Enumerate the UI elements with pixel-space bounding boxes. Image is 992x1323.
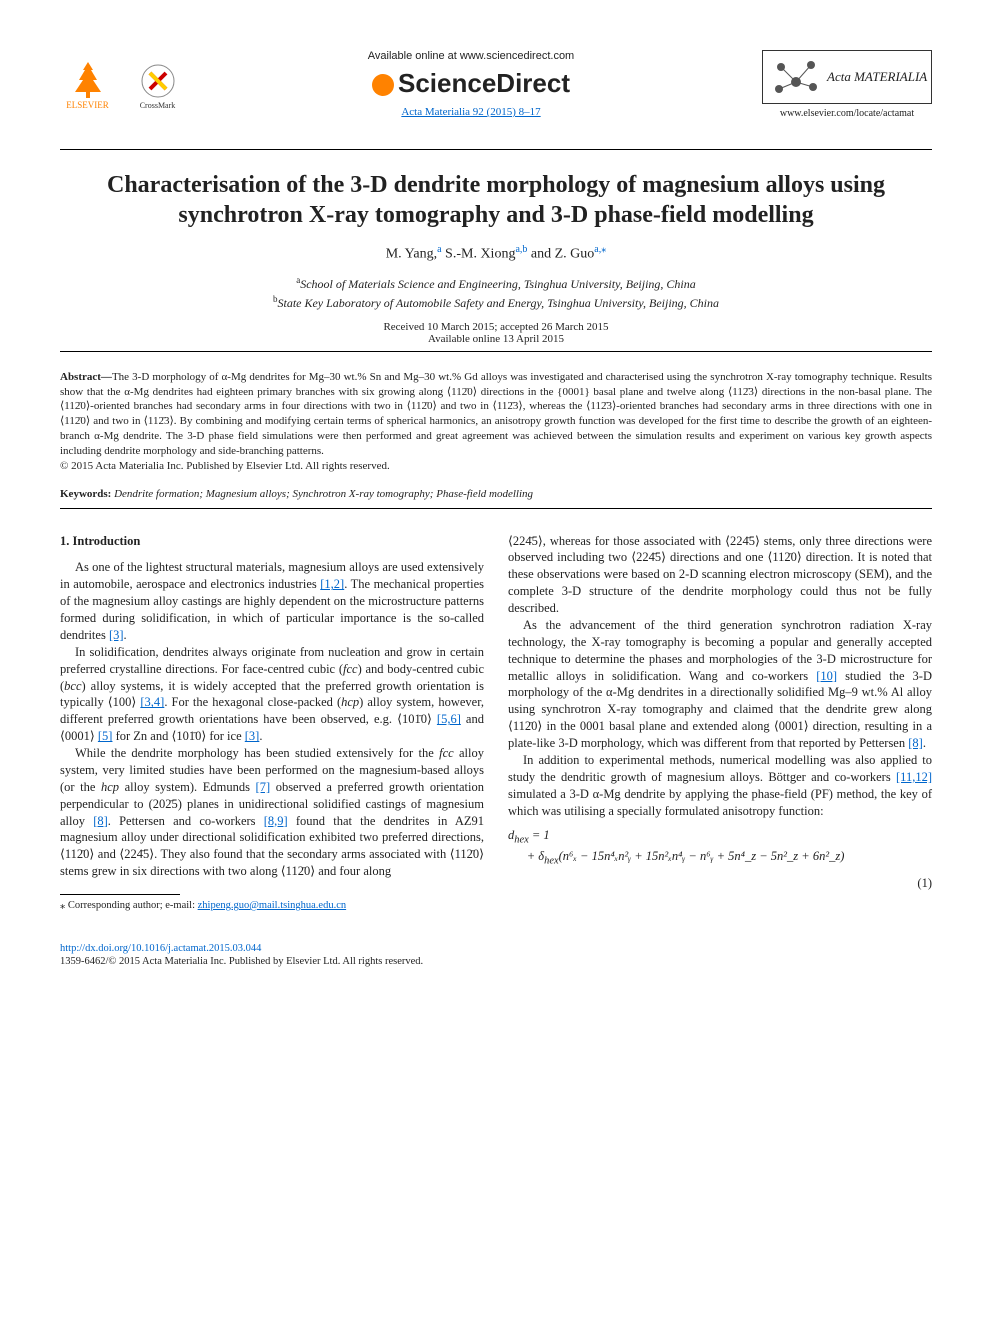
equation-1: dhex = 1 + δhex(n⁶ₓ − 15n⁴ₓn²ᵧ + 15n²ₓn⁴… — [508, 827, 932, 891]
doi-link[interactable]: http://dx.doi.org/10.1016/j.actamat.2015… — [60, 943, 932, 954]
elsevier-logo: ELSEVIER — [60, 50, 115, 110]
header-left: ELSEVIER CrossMark — [60, 50, 180, 110]
cite-5[interactable]: [5] — [98, 729, 113, 743]
cite-7[interactable]: [7] — [256, 780, 271, 794]
corresponding-star[interactable]: ⁎ — [601, 244, 606, 255]
cite-11-12[interactable]: [11,12] — [896, 770, 932, 784]
keywords-list: Dendrite formation; Magnesium alloys; Sy… — [111, 488, 533, 500]
footnote-text: Corresponding author; e-mail: — [65, 900, 197, 911]
cite-8[interactable]: [8] — [93, 814, 108, 828]
abstract-label: Abstract— — [60, 371, 112, 383]
crossmark-icon — [140, 63, 176, 99]
rule-mid-2 — [60, 508, 932, 509]
header-center: Available online at www.sciencedirect.co… — [180, 50, 762, 119]
affiliation-a: aSchool of Materials Science and Enginee… — [60, 275, 932, 292]
cite-3-4[interactable]: [3,4] — [140, 695, 164, 709]
sd-label: ScienceDirect — [398, 68, 570, 98]
footnote-rule — [60, 894, 180, 895]
corresponding-footnote: ⁎ Corresponding author; e-mail: zhipeng.… — [60, 899, 484, 913]
available-online: Available online at www.sciencedirect.co… — [190, 50, 752, 62]
affiliation-b: bState Key Laboratory of Automobile Safe… — [60, 294, 932, 311]
right-column: ⟨224̄5⟩, whereas for those associated wi… — [508, 533, 932, 914]
citation-link[interactable]: Acta Materialia 92 (2015) 8–17 — [401, 106, 540, 118]
elsevier-tree-icon — [63, 60, 113, 100]
dates-line2: Available online 13 April 2015 — [60, 333, 932, 345]
author-1-affil[interactable]: a — [437, 244, 441, 255]
cite-1-2[interactable]: [1,2] — [320, 577, 344, 591]
cite-8b[interactable]: [8] — [908, 736, 923, 750]
intro-p2: In solidification, dendrites always orig… — [60, 644, 484, 745]
sciencedirect-logo[interactable]: ScienceDirect — [190, 68, 752, 99]
sd-sphere-icon — [372, 74, 394, 96]
cite-3b[interactable]: [3] — [245, 729, 260, 743]
affil-b-text: State Key Laboratory of Automobile Safet… — [277, 296, 719, 310]
abstract-body: The 3-D morphology of α-Mg dendrites for… — [60, 371, 932, 457]
cite-10[interactable]: [10] — [816, 669, 837, 683]
corresponding-email[interactable]: zhipeng.guo@mail.tsinghua.edu.cn — [198, 900, 346, 911]
rule-mid-1 — [60, 351, 932, 352]
journal-header: ELSEVIER CrossMark Available online at w… — [60, 50, 932, 119]
equation-number: (1) — [508, 875, 932, 892]
cite-8-9[interactable]: [8,9] — [264, 814, 288, 828]
article-dates: Received 10 March 2015; accepted 26 Marc… — [60, 321, 932, 345]
elsevier-label: ELSEVIER — [66, 100, 109, 110]
journal-url: www.elsevier.com/locate/actamat — [762, 108, 932, 119]
keywords: Keywords: Dendrite formation; Magnesium … — [60, 488, 932, 500]
doi-text[interactable]: http://dx.doi.org/10.1016/j.actamat.2015… — [60, 943, 261, 954]
journal-cover: Acta MATERIALIA — [762, 50, 932, 104]
header-right: Acta MATERIALIA www.elsevier.com/locate/… — [762, 50, 932, 119]
journal-name: Acta MATERIALIA — [827, 69, 927, 85]
crossmark-label: CrossMark — [135, 101, 180, 110]
right-p3: In addition to experimental methods, num… — [508, 752, 932, 820]
abstract-copyright: © 2015 Acta Materialia Inc. Published by… — [60, 460, 390, 472]
affil-a-text: School of Materials Science and Engineer… — [300, 277, 696, 291]
cite-3[interactable]: [3] — [109, 628, 124, 642]
author-3: and Z. Guo — [531, 247, 594, 262]
right-p1: ⟨224̄5⟩, whereas for those associated wi… — [508, 533, 932, 617]
cite-5-6[interactable]: [5,6] — [437, 712, 461, 726]
rule-top — [60, 149, 932, 150]
footer-copyright: 1359-6462/© 2015 Acta Materialia Inc. Pu… — [60, 956, 932, 967]
body-columns: 1. Introduction As one of the lightest s… — [60, 533, 932, 914]
crossmark-logo[interactable]: CrossMark — [135, 63, 180, 110]
article-title: Characterisation of the 3-D dendrite mor… — [60, 170, 932, 230]
intro-p1: As one of the lightest structural materi… — [60, 559, 484, 643]
section-heading-intro: 1. Introduction — [60, 533, 484, 550]
abstract: Abstract—The 3-D morphology of α-Mg dend… — [60, 370, 932, 474]
dates-line1: Received 10 March 2015; accepted 26 Marc… — [60, 321, 932, 333]
author-2-affil[interactable]: a,b — [515, 244, 527, 255]
author-1: M. Yang, — [386, 247, 437, 262]
acta-network-icon — [771, 57, 821, 97]
left-column: 1. Introduction As one of the lightest s… — [60, 533, 484, 914]
author-2: S.-M. Xiong — [445, 247, 515, 262]
keywords-label: Keywords: — [60, 488, 111, 500]
intro-p3: While the dendrite morphology has been s… — [60, 745, 484, 880]
right-p2: As the advancement of the third generati… — [508, 617, 932, 752]
author-list: M. Yang,a S.-M. Xionga,b and Z. Guoa,⁎ — [60, 244, 932, 263]
